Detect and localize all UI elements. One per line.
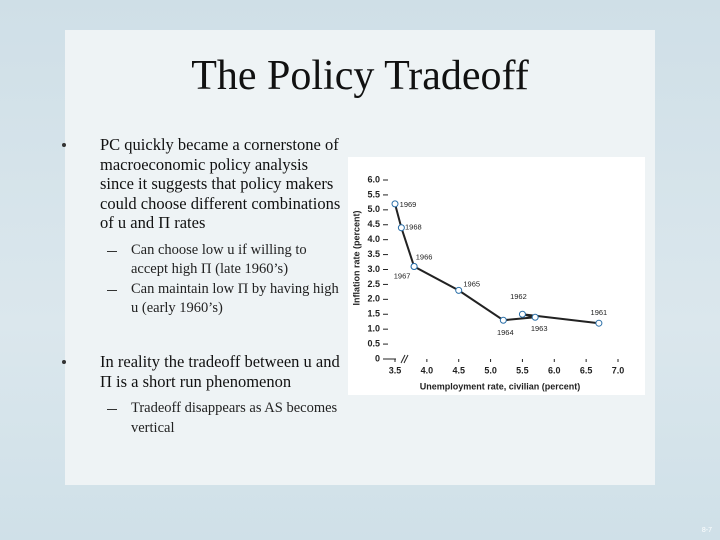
sub-bullet: Can maintain low Π by having high u (ear… <box>107 280 346 319</box>
x-tick-label: 6.0 <box>548 365 561 375</box>
y-tick-label: 1.5 <box>367 309 380 319</box>
bullet-text: PC quickly became a cornerstone of macro… <box>100 135 341 233</box>
bullet-marker <box>62 360 66 364</box>
dash-marker <box>107 409 117 411</box>
bullet-text: In reality the tradeoff between u and Π … <box>100 352 340 391</box>
y-tick-label: 5.0 <box>367 204 380 214</box>
point-label: 1964 <box>497 328 514 337</box>
sub-bullet-text: Tradeoff disappears as AS becomes vertic… <box>131 400 338 436</box>
point-label: 1967 <box>394 272 411 281</box>
point-label: 1962 <box>510 292 527 301</box>
data-point <box>499 316 507 324</box>
data-point <box>410 263 418 271</box>
sub-bullet: Can choose low u if willing to accept hi… <box>107 241 346 280</box>
point-label: 1961 <box>591 308 608 317</box>
x-tick-label: 5.0 <box>484 365 497 375</box>
y-tick-label: 3.0 <box>367 264 380 274</box>
chart-background <box>348 157 645 395</box>
axis-break <box>400 354 406 364</box>
sub-bullet-text: Can choose low u if willing to accept hi… <box>131 241 307 278</box>
point-label: 1966 <box>416 253 433 262</box>
x-tick-label: 4.0 <box>421 365 434 375</box>
y-axis-title: Inflation rate (percent) <box>351 210 361 305</box>
data-point <box>397 224 405 232</box>
y-tick-label: 4.5 <box>367 219 380 229</box>
x-tick-label: 3.5 <box>389 365 402 375</box>
y-tick-label: 3.5 <box>367 249 380 259</box>
bullet: PC quickly became a cornerstone of macro… <box>62 135 346 319</box>
y-tick-label: 4.0 <box>367 234 380 244</box>
slide-number: 8-7 <box>701 527 712 534</box>
point-label: 1965 <box>463 279 480 288</box>
x-tick-label: 7.0 <box>612 365 625 375</box>
x-axis-title: Unemployment rate, civilian (percent) <box>420 381 581 391</box>
dash-marker <box>107 250 117 252</box>
point-label: 1963 <box>531 324 548 333</box>
x-tick-label: 6.5 <box>580 365 593 375</box>
y-tick-label: 0.5 <box>367 338 380 348</box>
bullet: In reality the tradeoff between u and Π … <box>62 352 346 438</box>
axis-break <box>403 354 409 364</box>
bullet-marker <box>62 143 66 147</box>
sub-bullet-text: Can maintain low Π by having high u (ear… <box>131 280 339 317</box>
y-tick-label: 0 <box>375 353 380 363</box>
y-tick-label: 1.0 <box>367 324 380 334</box>
data-point <box>455 286 463 294</box>
point-label: 1968 <box>405 223 422 232</box>
data-point <box>531 313 539 321</box>
data-point <box>518 310 526 318</box>
data-point <box>595 319 603 327</box>
y-tick-label: 5.5 <box>367 189 380 199</box>
data-point <box>391 200 399 208</box>
dash-marker <box>107 289 117 291</box>
y-tick-label: 2.5 <box>367 279 380 289</box>
x-tick-label: 5.5 <box>516 365 529 375</box>
sub-bullet: Tradeoff disappears as AS becomes vertic… <box>107 399 346 438</box>
slide-title: The Policy Tradeoff <box>191 53 529 99</box>
y-tick-label: 2.0 <box>367 294 380 304</box>
point-label: 1969 <box>400 200 417 209</box>
x-tick-label: 4.5 <box>452 365 465 375</box>
y-tick-label: 6.0 <box>367 174 380 184</box>
